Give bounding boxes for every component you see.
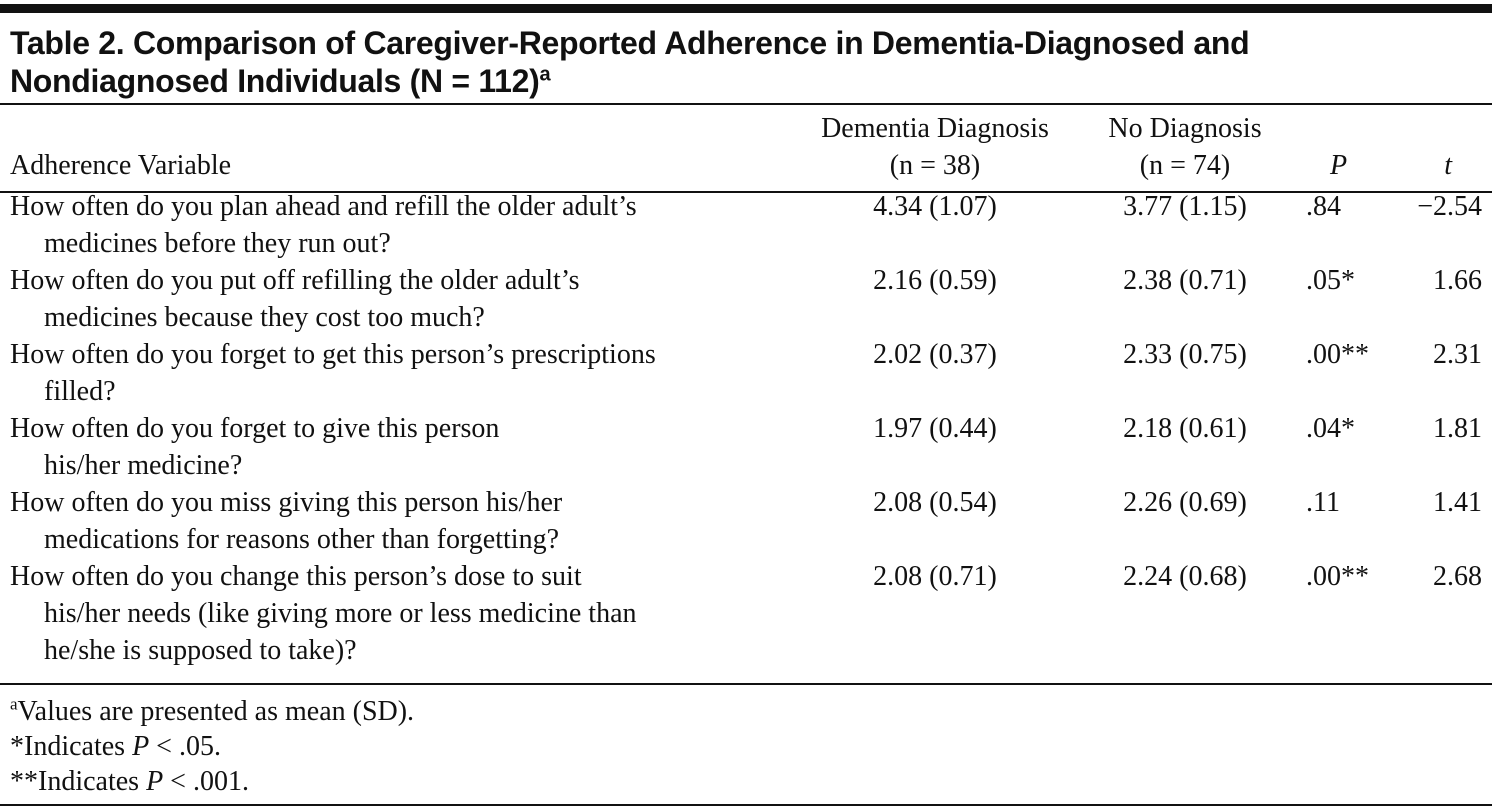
variable-text: How often do you forget to give this per… xyxy=(10,413,500,444)
p-cell: .00** xyxy=(1306,339,1369,370)
variable-cell: How often do you put off refilling the o… xyxy=(10,262,800,336)
variable-text: medicines because they cost too much? xyxy=(44,302,485,333)
header-rule xyxy=(0,191,1492,193)
t-cell: −2.54 xyxy=(1417,191,1482,222)
variable-text: medications for reasons other than forge… xyxy=(44,524,559,555)
table-bottom-rule xyxy=(0,683,1492,685)
footnotes: aValues are presented as mean (SD). *Indi… xyxy=(10,694,414,799)
header-cell: Dementia Diagnosis (n = 38) xyxy=(800,110,1070,188)
footnote-italic: P xyxy=(146,766,164,797)
variable-text: he/she is supposed to take)? xyxy=(44,635,357,666)
header-text: P xyxy=(1330,150,1348,181)
t-cell: 1.66 xyxy=(1433,265,1482,296)
dementia-cell: 4.34 (1.07) xyxy=(873,191,997,222)
variable-text: medicines before they run out? xyxy=(44,228,391,259)
table-header: Adherence Variable Dementia Diagnosis (n =… xyxy=(10,110,1482,188)
footnote-mark: a xyxy=(10,694,18,714)
table-row: How often do you put off refilling the o… xyxy=(10,262,1482,336)
footnote-text: < .001. xyxy=(163,766,249,797)
footnote-italic: P xyxy=(132,731,150,762)
variable-text: filled? xyxy=(44,376,116,407)
title-line: Nondiagnosed Individuals (N = 112)a xyxy=(10,63,551,99)
t-cell: 1.41 xyxy=(1433,487,1482,518)
header-cell: t xyxy=(1406,110,1482,188)
variable-text: How often do you put off refilling the o… xyxy=(10,265,580,296)
variable-cell: How often do you forget to get this pers… xyxy=(10,336,800,410)
page-bottom-rule xyxy=(0,804,1492,806)
header-text: No Diagnosis xyxy=(1108,113,1262,144)
table-row: How often do you plan ahead and refill t… xyxy=(10,188,1482,262)
header-text: Adherence Variable xyxy=(10,150,232,181)
header-cell: No Diagnosis (n = 74) xyxy=(1070,110,1300,188)
header-cell: Adherence Variable xyxy=(10,110,800,188)
table-row: How often do you forget to get this pers… xyxy=(10,336,1482,410)
dementia-cell: 1.97 (0.44) xyxy=(873,413,997,444)
variable-text: his/her medicine? xyxy=(44,450,243,481)
t-cell: 2.68 xyxy=(1433,561,1482,592)
p-cell: .84 xyxy=(1306,191,1341,222)
variable-text: How often do you miss giving this person… xyxy=(10,487,563,518)
variable-text: How often do you plan ahead and refill t… xyxy=(10,191,637,222)
title-line: Table 2. Comparison of Caregiver-Reporte… xyxy=(10,25,1250,61)
p-cell: .05* xyxy=(1306,265,1355,296)
table-row: How often do you miss giving this person… xyxy=(10,484,1482,558)
no-diagnosis-cell: 2.24 (0.68) xyxy=(1123,561,1247,592)
footnote-text: < .05. xyxy=(149,731,221,762)
p-cell: .04* xyxy=(1306,413,1355,444)
variable-cell: How often do you miss giving this person… xyxy=(10,484,800,558)
variable-cell: How often do you plan ahead and refill t… xyxy=(10,188,800,262)
header-text: (n = 74) xyxy=(1139,150,1231,181)
header-text: Dementia Diagnosis xyxy=(821,113,1049,144)
no-diagnosis-cell: 2.38 (0.71) xyxy=(1123,265,1247,296)
p-cell: .00** xyxy=(1306,561,1369,592)
variable-text: How often do you change this person’s do… xyxy=(10,561,582,592)
no-diagnosis-cell: 2.33 (0.75) xyxy=(1123,339,1247,370)
header-text: t xyxy=(1444,150,1452,181)
table-row: How often do you forget to give this per… xyxy=(10,410,1482,484)
footnote-text: Values are presented as mean (SD). xyxy=(17,696,415,727)
variable-cell: How often do you change this person’s do… xyxy=(10,558,800,669)
dementia-cell: 2.08 (0.71) xyxy=(873,561,997,592)
variable-text: his/her needs (like giving more or less … xyxy=(44,598,637,629)
dementia-cell: 2.02 (0.37) xyxy=(873,339,997,370)
t-cell: 2.31 xyxy=(1433,339,1482,370)
table-body: How often do you plan ahead and refill t… xyxy=(10,188,1482,669)
header-cell: P xyxy=(1300,110,1406,188)
data-table: Adherence Variable Dementia Diagnosis (n =… xyxy=(10,110,1482,669)
variable-text: How often do you forget to get this pers… xyxy=(10,339,656,370)
dementia-cell: 2.08 (0.54) xyxy=(873,487,997,518)
footnote: *Indicates P < .05. xyxy=(10,729,414,764)
p-cell: .11 xyxy=(1306,487,1340,518)
table-title: Table 2. Comparison of Caregiver-Reporte… xyxy=(10,24,1250,100)
header-row: Adherence Variable Dementia Diagnosis (n =… xyxy=(10,110,1482,188)
dementia-cell: 2.16 (0.59) xyxy=(873,265,997,296)
top-bar xyxy=(0,4,1492,13)
footnote-text: *Indicates xyxy=(10,731,133,762)
footnote-text: **Indicates xyxy=(10,766,147,797)
no-diagnosis-cell: 3.77 (1.15) xyxy=(1123,191,1247,222)
footnote: aValues are presented as mean (SD). xyxy=(10,694,414,729)
table-row: How often do you change this person’s do… xyxy=(10,558,1482,669)
no-diagnosis-cell: 2.18 (0.61) xyxy=(1123,413,1247,444)
variable-cell: How often do you forget to give this per… xyxy=(10,410,800,484)
title-superscript: a xyxy=(539,63,551,86)
footnote: **Indicates P < .001. xyxy=(10,764,414,799)
header-text: (n = 38) xyxy=(889,150,981,181)
no-diagnosis-cell: 2.26 (0.69) xyxy=(1123,487,1247,518)
t-cell: 1.81 xyxy=(1433,413,1482,444)
title-rule xyxy=(0,103,1492,105)
